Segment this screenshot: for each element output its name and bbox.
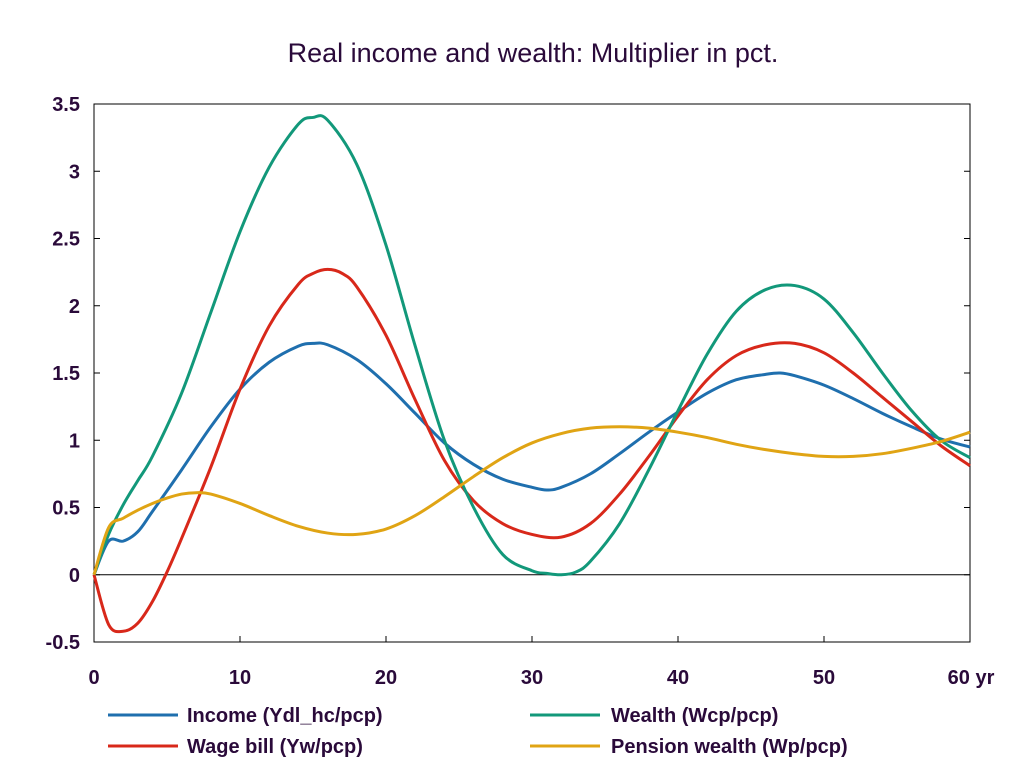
- legend-label: Wage bill (Yw/pcp): [187, 736, 363, 758]
- y-tick-label: 3.5: [52, 94, 80, 116]
- x-tick-label: 20: [375, 667, 397, 689]
- y-tick-label: 1.5: [52, 363, 80, 385]
- plot-area-frame: [93, 103, 971, 643]
- x-tick-label: 40: [667, 667, 689, 689]
- y-tick-label: 2.5: [52, 229, 80, 251]
- y-tick-label: 1: [69, 430, 80, 452]
- y-tick-label: 0.5: [52, 498, 80, 520]
- series-line-0: [92, 341, 971, 576]
- legend: Income (Ydl_hc/pcp) Wage bill (Yw/pcp) Wea…: [108, 705, 848, 758]
- legend-label: Wealth (Wcp/pcp): [611, 705, 778, 727]
- legend-label: Income (Ydl_hc/pcp): [187, 705, 383, 727]
- x-tick-label: 30: [521, 667, 543, 689]
- series-line-1: [92, 267, 971, 634]
- x-tick-label: 60 yr: [948, 667, 995, 689]
- y-tick-label: 0: [69, 565, 80, 587]
- x-tick-label: 10: [229, 667, 251, 689]
- series-line-2: [92, 114, 971, 577]
- x-axis: 0 10 20 30 40 50 60 yr: [88, 636, 995, 689]
- legend-label: Pension wealth (Wp/pcp): [611, 736, 848, 758]
- y-tick-label: -0.5: [46, 632, 80, 654]
- x-tick-label: 0: [88, 667, 99, 689]
- y-tick-label: 3: [69, 161, 80, 183]
- y-tick-label: 2: [69, 296, 80, 318]
- chart-title: Real income and wealth: Multiplier in pc…: [288, 38, 779, 68]
- series-line-3: [92, 425, 971, 576]
- series-lines: [92, 114, 971, 634]
- x-tick-label: 50: [813, 667, 835, 689]
- y-axis: -0.5 0 0.5 1 1.5 2 2.5 3 3.5: [46, 94, 970, 654]
